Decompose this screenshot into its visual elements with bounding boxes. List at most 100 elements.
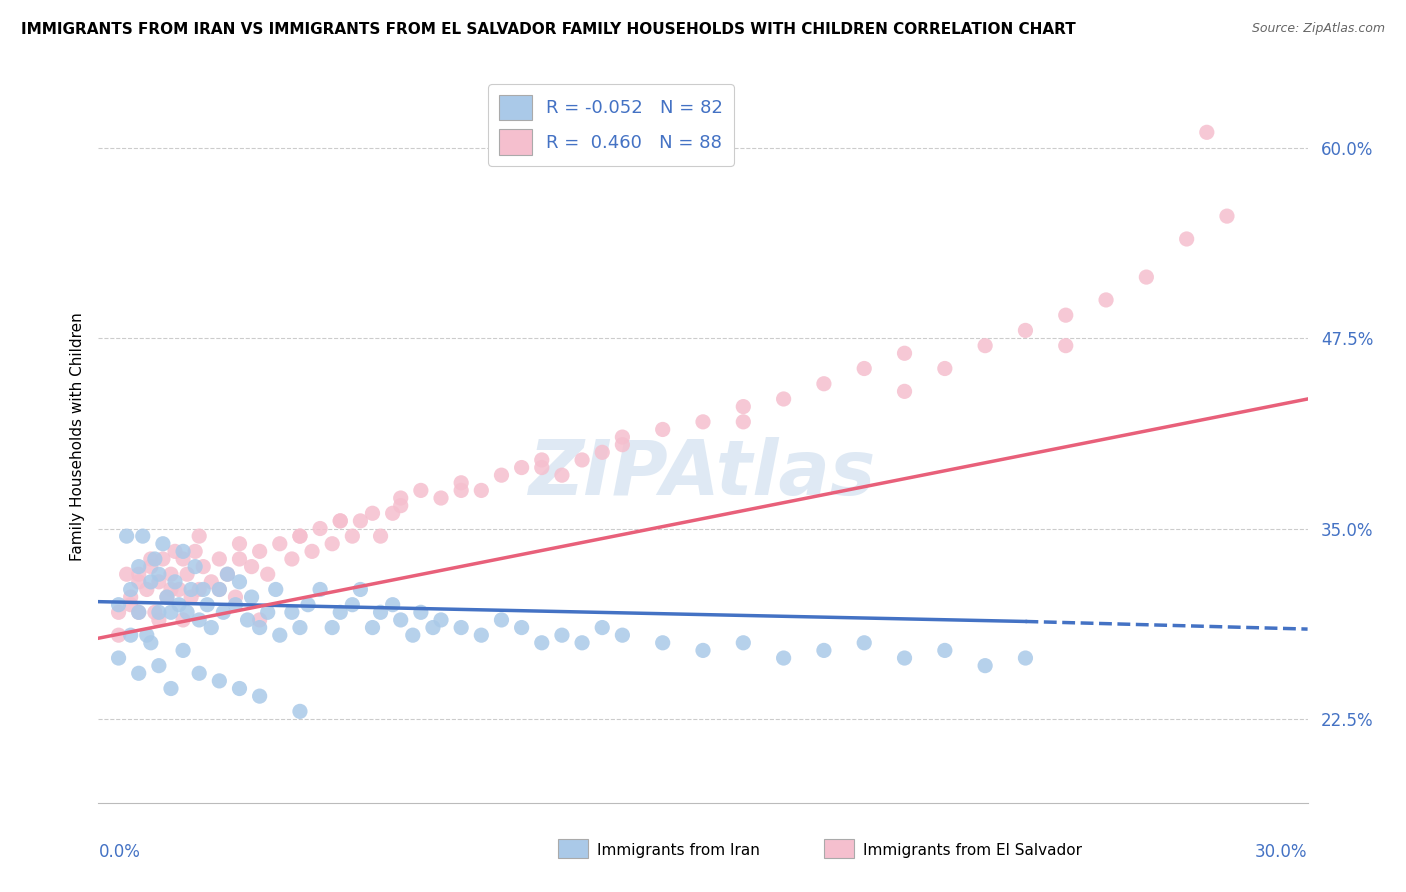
Point	[329, 605, 352, 619]
Point	[143, 605, 166, 619]
Point	[370, 529, 392, 543]
Point	[135, 582, 157, 597]
Point	[288, 529, 311, 543]
Legend: R = -0.052   N = 82, R =  0.460   N = 88: R = -0.052 N = 82, R = 0.460 N = 88	[488, 84, 734, 166]
Point	[264, 582, 287, 597]
Point	[240, 559, 263, 574]
Point	[107, 628, 129, 642]
Point	[430, 613, 453, 627]
Point	[143, 552, 166, 566]
Point	[128, 567, 150, 582]
Point	[530, 636, 553, 650]
Point	[249, 621, 271, 635]
Point	[361, 506, 384, 520]
Point	[853, 361, 876, 376]
Point	[135, 628, 157, 642]
Point	[974, 658, 997, 673]
Point	[208, 673, 231, 688]
Point	[188, 613, 211, 627]
Point	[1195, 125, 1218, 139]
Point	[208, 582, 231, 597]
Point	[1054, 308, 1077, 322]
Point	[813, 376, 835, 391]
Point	[934, 643, 956, 657]
Point	[1014, 323, 1036, 337]
Point	[188, 582, 211, 597]
Point	[974, 339, 997, 353]
Point	[148, 613, 170, 627]
Point	[281, 605, 304, 619]
Point	[269, 628, 291, 642]
Point	[160, 582, 183, 597]
FancyBboxPatch shape	[824, 839, 855, 858]
Point	[893, 346, 915, 360]
Point	[160, 605, 183, 619]
Point	[370, 605, 392, 619]
Point	[139, 574, 162, 589]
Point	[813, 643, 835, 657]
Point	[120, 582, 142, 597]
Point	[120, 598, 142, 612]
Point	[349, 514, 371, 528]
Text: 0.0%: 0.0%	[98, 843, 141, 861]
Point	[148, 605, 170, 619]
Point	[228, 574, 250, 589]
Point	[402, 628, 425, 642]
Point	[217, 567, 239, 582]
Point	[148, 658, 170, 673]
Point	[733, 636, 755, 650]
Text: Immigrants from El Salvador: Immigrants from El Salvador	[863, 843, 1081, 858]
Point	[342, 529, 364, 543]
Point	[193, 559, 215, 574]
Point	[301, 544, 323, 558]
Point	[224, 598, 246, 612]
Point	[1175, 232, 1198, 246]
Point	[195, 598, 218, 612]
Point	[139, 636, 162, 650]
Point	[107, 605, 129, 619]
Point	[249, 689, 271, 703]
Text: ZIPAtlas: ZIPAtlas	[529, 437, 877, 510]
Point	[200, 574, 222, 589]
Point	[120, 590, 142, 604]
Point	[236, 613, 259, 627]
Point	[1095, 293, 1118, 307]
Point	[188, 666, 211, 681]
Point	[224, 590, 246, 604]
Point	[389, 613, 412, 627]
Point	[167, 582, 190, 597]
Point	[217, 567, 239, 582]
Point	[692, 643, 714, 657]
Point	[470, 483, 492, 498]
Point	[180, 582, 202, 597]
Point	[172, 552, 194, 566]
Point	[288, 705, 311, 719]
Point	[450, 621, 472, 635]
Point	[571, 636, 593, 650]
Point	[115, 567, 138, 582]
Point	[281, 552, 304, 566]
Point	[893, 651, 915, 665]
Point	[167, 598, 190, 612]
Point	[430, 491, 453, 505]
Text: 30.0%: 30.0%	[1256, 843, 1308, 861]
Point	[491, 613, 513, 627]
Point	[389, 499, 412, 513]
Point	[612, 628, 634, 642]
Point	[269, 537, 291, 551]
Point	[297, 598, 319, 612]
Point	[772, 651, 794, 665]
Point	[208, 552, 231, 566]
Point	[184, 544, 207, 558]
Point	[450, 483, 472, 498]
Point	[321, 621, 343, 635]
Point	[228, 537, 250, 551]
Point	[176, 567, 198, 582]
Point	[107, 598, 129, 612]
Point	[200, 621, 222, 635]
Point	[156, 590, 179, 604]
Point	[256, 605, 278, 619]
Point	[288, 621, 311, 635]
Point	[692, 415, 714, 429]
Point	[309, 582, 332, 597]
